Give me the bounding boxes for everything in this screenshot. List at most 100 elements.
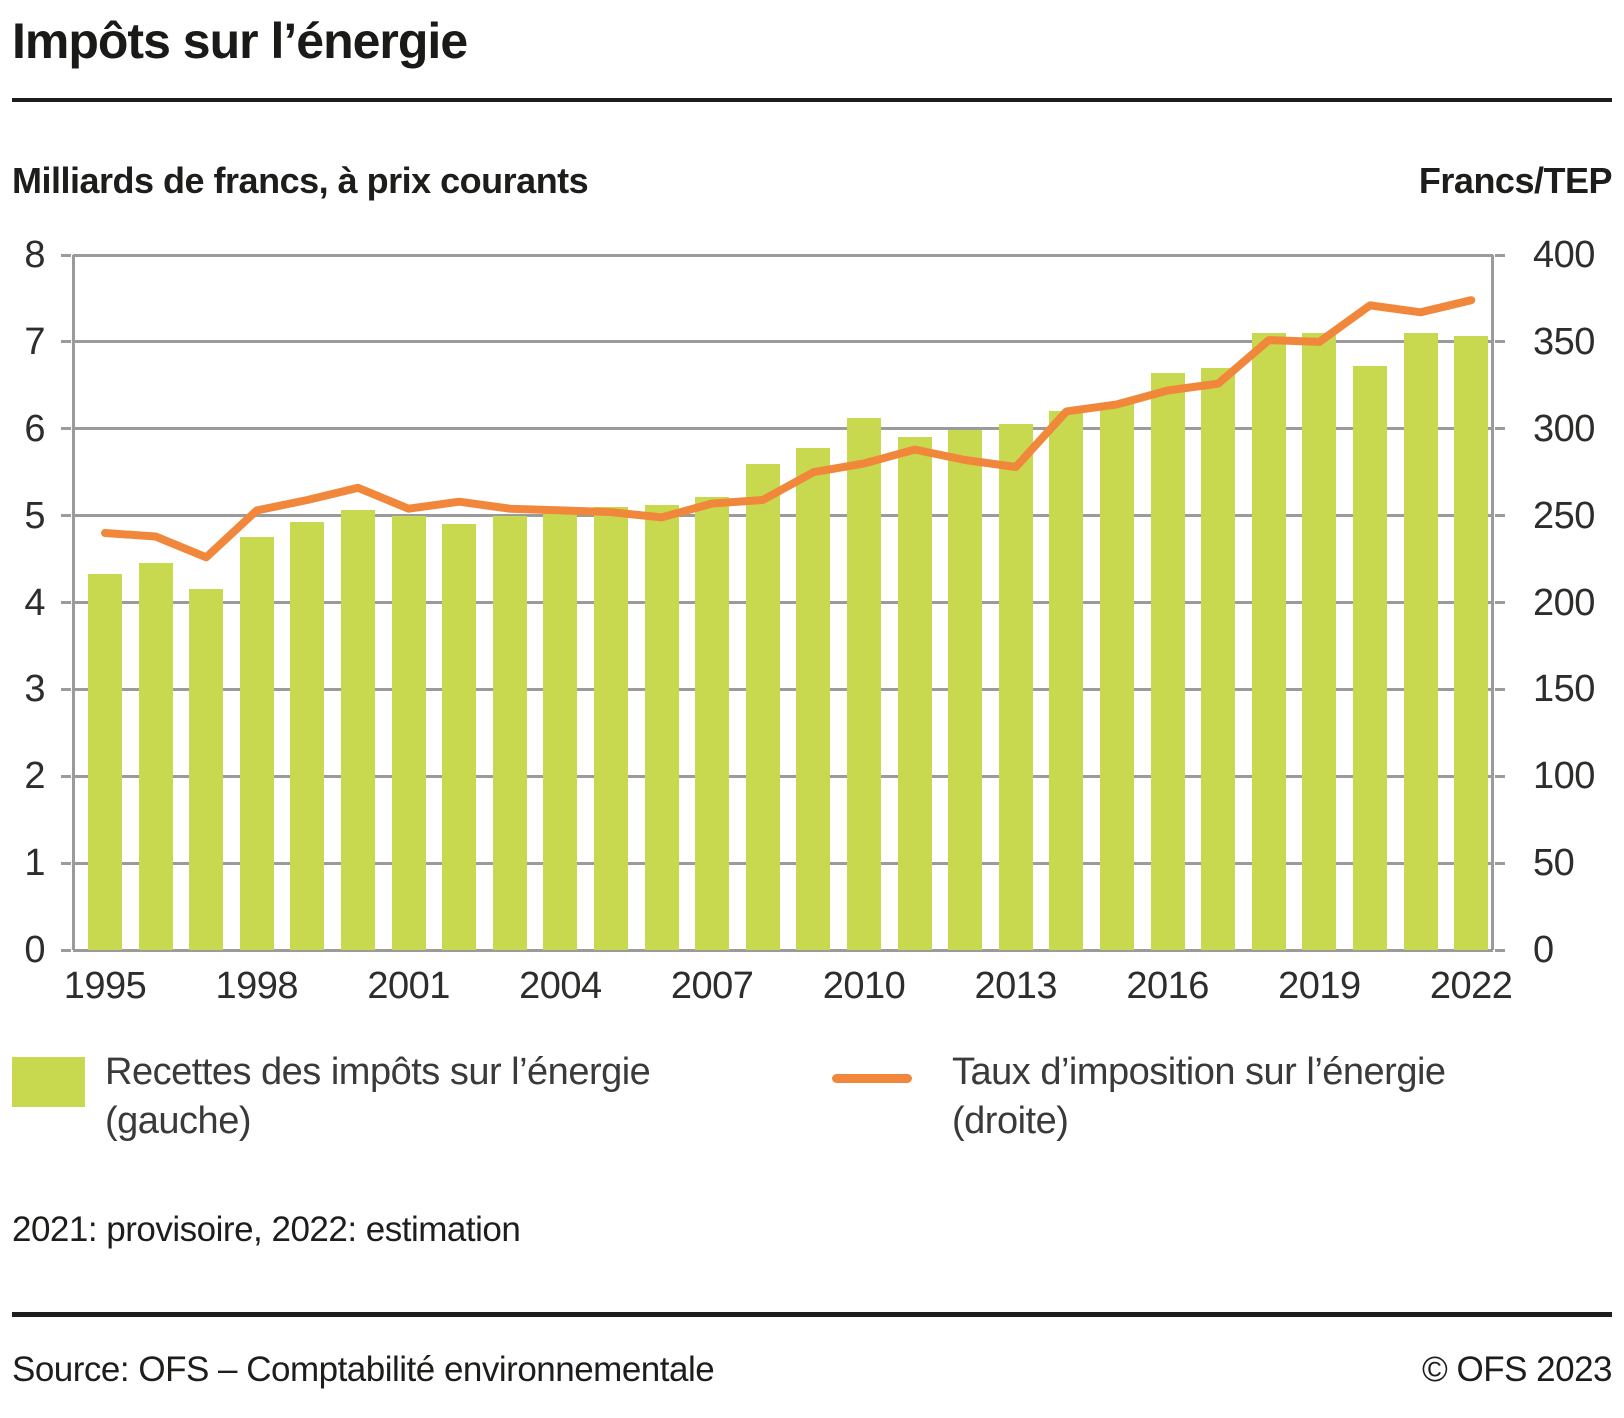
legend-line-swatch	[832, 1074, 912, 1083]
gridline-7	[73, 340, 1493, 344]
right-axis-label-200: 200	[1533, 581, 1595, 624]
bar-2017	[1201, 367, 1236, 950]
x-axis-label-2016: 2016	[1126, 965, 1209, 1007]
copyright-text: © OFS 2023	[1421, 1350, 1613, 1389]
bar-2005	[594, 506, 628, 950]
bar-1996	[138, 563, 173, 950]
gridline-3	[73, 687, 1493, 691]
x-axis-label-2007: 2007	[670, 965, 754, 1007]
left-axis-label-3: 3	[24, 668, 45, 711]
gridline-8	[73, 253, 1493, 257]
gridline-0	[73, 948, 1493, 952]
plot-area	[61, 253, 1505, 952]
left-tick-8	[61, 253, 71, 257]
tax-rate-line	[101, 296, 1476, 562]
legend-label-taux-line2: (droite)	[952, 1100, 1069, 1142]
footer: Source: OFS – Comptabilité environnement…	[12, 1350, 1613, 1390]
bar-1995	[88, 573, 122, 950]
bar-2011	[897, 437, 932, 950]
gridline-1	[73, 861, 1493, 865]
left-axis-label-2: 2	[24, 755, 45, 798]
gridline-5	[73, 514, 1493, 518]
left-tick-1	[61, 861, 71, 865]
legend-label-recettes: Recettes des impôts sur l’énergie (gauch…	[105, 1048, 825, 1146]
left-axis-label-5: 5	[24, 494, 45, 537]
bar-2000	[341, 509, 375, 950]
bar-2014	[1049, 411, 1084, 950]
left-axis-label-0: 0	[24, 929, 45, 971]
bar-2021	[1403, 333, 1438, 950]
bar-2013	[998, 423, 1033, 950]
right-axis-label-300: 300	[1533, 407, 1595, 450]
right-tick-8	[1495, 253, 1505, 257]
right-tick-0	[1495, 948, 1505, 952]
left-axis-label-4: 4	[24, 581, 45, 624]
bar-2009	[796, 447, 831, 950]
bar-2015	[1100, 402, 1134, 950]
footnote: 2021: provisoire, 2022: estimation	[12, 1210, 521, 1249]
x-axis-label-2019: 2019	[1278, 965, 1361, 1007]
left-axis-labels: 0 1 2 3 4 5 6 7 8	[0, 236, 45, 969]
bar-2010	[847, 418, 881, 950]
left-tick-2	[61, 774, 71, 778]
right-axis-title: Francs/TEP	[1418, 160, 1613, 201]
source-text: Source: OFS – Comptabilité environnement…	[12, 1350, 715, 1389]
gridline-4	[73, 601, 1493, 604]
bar-2003	[492, 515, 527, 950]
bar-1998	[239, 537, 274, 950]
right-tick-4	[1495, 601, 1505, 604]
plot-left-border	[72, 255, 75, 950]
x-axis-label-2004: 2004	[519, 965, 602, 1007]
x-axis-label-2013: 2013	[974, 965, 1058, 1007]
bar-2002	[442, 524, 477, 950]
bar-2006	[644, 505, 679, 950]
bar-2012	[948, 430, 983, 950]
bar-2004	[543, 513, 578, 950]
gridline-2	[73, 774, 1493, 778]
legend-bar-swatch	[12, 1057, 85, 1107]
footer-rule	[12, 1312, 1612, 1317]
title-rule	[12, 98, 1612, 102]
bar-1999	[290, 521, 325, 950]
left-axis-title: Milliards de francs, à prix courants	[12, 160, 589, 201]
right-axis-label-100: 100	[1533, 755, 1595, 798]
x-axis-label-2022: 2022	[1429, 965, 1513, 1007]
bar-2016	[1150, 373, 1185, 950]
x-axis-label-1995: 1995	[63, 965, 147, 1007]
bar-1997	[189, 589, 224, 950]
left-axis-label-1: 1	[24, 842, 45, 885]
right-tick-5	[1495, 514, 1505, 518]
x-axis-label-1998: 1998	[215, 965, 299, 1007]
left-tick-3	[61, 687, 71, 691]
right-tick-2	[1495, 774, 1505, 778]
right-axis-label-400: 400	[1533, 234, 1595, 276]
left-axis-label-7: 7	[24, 320, 45, 363]
gridline-6	[73, 427, 1493, 431]
left-axis-label-6: 6	[24, 407, 45, 450]
left-tick-7	[61, 340, 71, 344]
right-tick-1	[1495, 861, 1505, 865]
right-tick-7	[1495, 340, 1505, 344]
legend-label-recettes-line2: (gauche)	[105, 1100, 251, 1142]
bar-2007	[695, 496, 730, 950]
right-tick-6	[1495, 427, 1505, 431]
right-axis-label-350: 350	[1533, 320, 1595, 363]
x-axis-labels: 1995 1998 2001 2004 2007 2010 2013 2016 2019 2022	[64, 965, 1513, 1014]
bar-2001	[391, 515, 426, 950]
right-axis-label-250: 250	[1533, 494, 1595, 537]
left-tick-0	[61, 948, 71, 952]
right-axis-label-0: 0	[1533, 929, 1554, 971]
plot-right-border	[1491, 255, 1494, 950]
right-axis-labels: 0 50 100 150 200 250 300 350 400	[1533, 236, 1623, 969]
bar-2020	[1353, 366, 1387, 950]
bar-2008	[745, 463, 780, 950]
right-tick-3	[1495, 687, 1505, 691]
page-title: Impôts sur l’énergie	[12, 13, 468, 69]
left-tick-5	[61, 514, 71, 518]
right-axis-label-150: 150	[1533, 668, 1595, 711]
legend: Recettes des impôts sur l’énergie (gauch…	[0, 1046, 1624, 1156]
left-tick-4	[61, 601, 71, 604]
bar-2019	[1302, 333, 1337, 950]
legend-label-taux: Taux d’imposition sur l’énergie (droite)	[952, 1048, 1592, 1146]
